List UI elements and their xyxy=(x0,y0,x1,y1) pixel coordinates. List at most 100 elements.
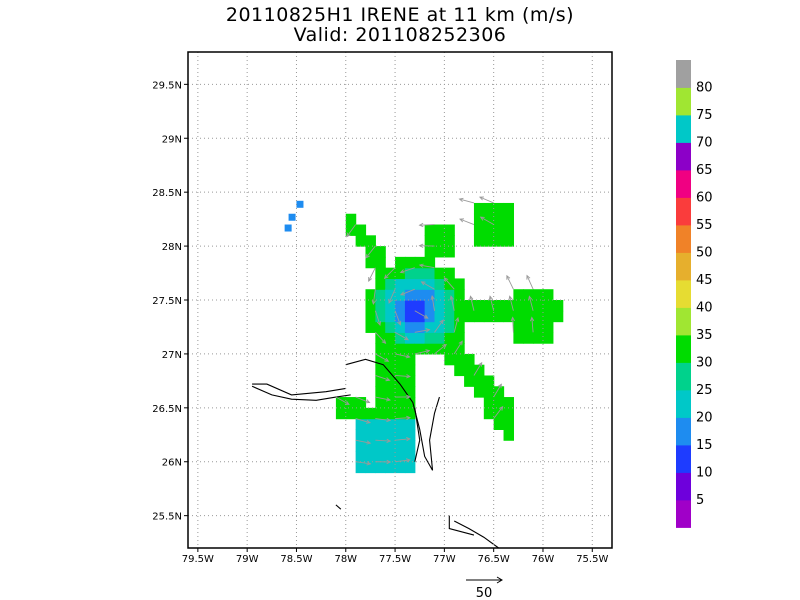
colorbar-swatch xyxy=(676,445,691,473)
wind-vector xyxy=(414,350,430,355)
wind-cell xyxy=(533,300,544,312)
wind-cell xyxy=(434,278,445,290)
wind-cell xyxy=(404,353,416,366)
wind-cell xyxy=(355,235,367,247)
wind-cell xyxy=(434,267,445,280)
lat-tick-label: 26.5N xyxy=(152,404,182,415)
wind-cell xyxy=(493,418,505,430)
wind-cell xyxy=(493,213,505,226)
wind-cell xyxy=(345,213,357,226)
wind-vector xyxy=(394,353,410,358)
wind-vector xyxy=(375,396,391,401)
lon-tick-label: 77.5W xyxy=(379,554,411,565)
wind-cell xyxy=(533,321,544,333)
wind-cell xyxy=(385,429,396,441)
wind-cell xyxy=(375,450,386,463)
coastline xyxy=(414,407,421,462)
wind-cell xyxy=(385,364,396,377)
wind-vector xyxy=(531,317,534,333)
coastline xyxy=(453,520,499,548)
wind-cell xyxy=(365,418,376,430)
wind-cell xyxy=(523,332,534,344)
wind-cell xyxy=(454,332,465,344)
wind-vector-head xyxy=(529,316,535,322)
wind-cell xyxy=(404,332,416,344)
wind-cell xyxy=(483,213,495,226)
wind-cell xyxy=(503,429,514,441)
wind-cell xyxy=(533,332,544,344)
lat-tick-label: 27.5N xyxy=(152,296,182,307)
wind-cell xyxy=(345,407,357,420)
wind-cell xyxy=(414,278,426,290)
wind-vector-head xyxy=(381,339,387,345)
lon-tick-label: 79.5W xyxy=(182,554,214,565)
wind-vector-head xyxy=(406,394,412,400)
wind-vector-head xyxy=(430,295,435,300)
wind-cell xyxy=(375,461,386,474)
wind-vector xyxy=(453,317,459,333)
colorbar-label: 20 xyxy=(696,411,713,426)
wind-vector xyxy=(372,289,376,305)
wind-cell xyxy=(542,332,554,344)
wind-cell xyxy=(296,200,304,208)
wind-cell xyxy=(414,300,426,312)
wind-cell xyxy=(503,224,514,236)
wind-cell xyxy=(552,310,564,323)
wind-cell xyxy=(513,300,524,312)
colorbar-swatch xyxy=(676,417,691,446)
wind-vector-head xyxy=(439,319,444,325)
wind-cell xyxy=(395,386,406,398)
wind-vector xyxy=(493,406,504,419)
wind-cell xyxy=(523,289,534,301)
wind-cell xyxy=(395,256,406,269)
wind-cell xyxy=(503,202,514,215)
wind-cell xyxy=(395,343,406,355)
colorbar-label: 45 xyxy=(696,273,713,288)
wind-vector-head xyxy=(365,253,370,259)
wind-cell xyxy=(523,321,534,333)
wind-cell xyxy=(385,343,396,355)
wind-cell xyxy=(404,450,416,463)
wind-cell xyxy=(375,429,386,441)
wind-cell xyxy=(335,397,347,409)
wind-vector xyxy=(374,310,381,326)
wind-vector-head xyxy=(497,383,502,389)
coastline xyxy=(448,515,475,536)
wind-cell xyxy=(375,418,386,430)
colorbar-swatch xyxy=(676,87,691,116)
wind-vector xyxy=(526,275,534,290)
wind-vector-head xyxy=(488,295,493,301)
wind-cell xyxy=(385,278,396,290)
wind-cell xyxy=(404,267,416,280)
wind-vector xyxy=(480,216,494,225)
wind-vector-head xyxy=(399,269,405,274)
wind-cell xyxy=(355,224,367,236)
wind-vectors xyxy=(335,196,535,466)
wind-cell xyxy=(483,300,495,312)
wind-cell xyxy=(454,289,465,301)
wind-cell xyxy=(434,300,445,312)
wind-vector xyxy=(450,296,455,311)
wind-cell xyxy=(385,418,396,430)
wind-cell xyxy=(404,375,416,387)
wind-vector-head xyxy=(383,274,389,280)
lon-tick-label: 75.5W xyxy=(576,554,608,565)
wind-cell xyxy=(365,461,376,474)
wind-cell xyxy=(385,353,396,366)
wind-cell xyxy=(365,310,376,323)
colorbar-swatch xyxy=(676,142,691,171)
wind-cell xyxy=(395,364,406,377)
wind-cell xyxy=(454,364,465,377)
wind-cell xyxy=(503,418,514,430)
lon-tick-label: 76W xyxy=(532,554,555,565)
wind-cell xyxy=(424,235,436,247)
wind-cell xyxy=(385,310,396,323)
wind-cell xyxy=(513,289,524,301)
wind-cell xyxy=(355,461,367,474)
wind-vector xyxy=(459,198,475,204)
wind-cell xyxy=(404,300,416,312)
wind-cell xyxy=(493,235,505,247)
wind-cell xyxy=(503,310,514,323)
wind-cell xyxy=(552,300,564,312)
wind-cell xyxy=(473,235,485,247)
